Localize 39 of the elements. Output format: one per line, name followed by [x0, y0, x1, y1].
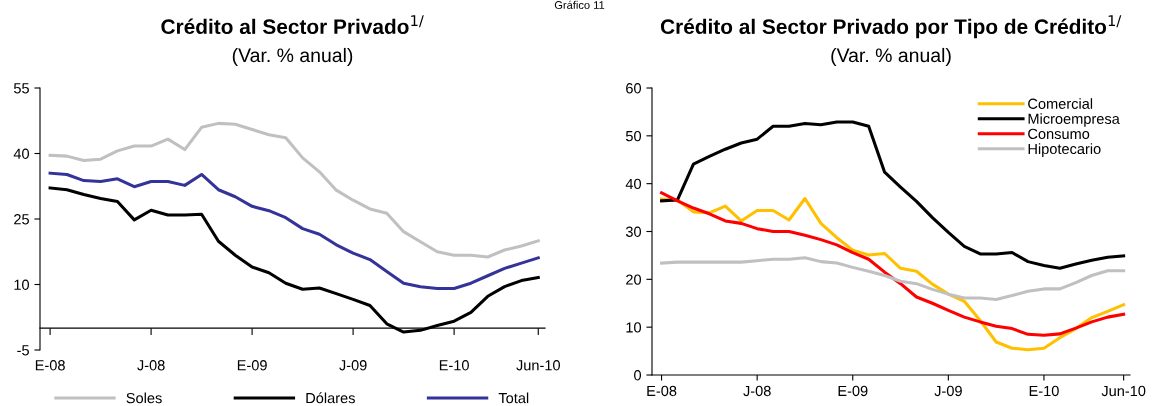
x-tick-label: E-09 — [237, 360, 267, 371]
y-tick-label: 40 — [625, 178, 642, 190]
legend-label: Comercial — [1028, 98, 1093, 109]
x-tick-label: E-10 — [439, 360, 469, 371]
x-tick-label: E-08 — [647, 385, 677, 397]
y-tick-label: 40 — [13, 148, 30, 159]
y-tick-label: 10 — [14, 279, 30, 290]
chart-subtitle: (Var. % anual) — [232, 47, 353, 67]
y-tick-label: 25 — [14, 214, 29, 225]
chart-title: Crédito al Sector Privado$^{1/}$ — [161, 15, 424, 35]
y-tick-label: 0 — [634, 370, 642, 381]
x-tick-label: J-08 — [743, 385, 771, 397]
y-tick-label: 20 — [626, 274, 642, 285]
text: Gráfico 11 — [554, 0, 605, 9]
x-tick-label: Jun-10 — [516, 360, 560, 371]
legend-label: Consumo — [1028, 128, 1090, 140]
x-tick-label: E-10 — [1029, 385, 1059, 397]
x-tick-label: E-09 — [838, 385, 868, 397]
line-series — [48, 171, 540, 290]
line-series — [48, 121, 540, 259]
legend-label: Hipotecario — [1028, 143, 1101, 157]
x-tick-label: J-08 — [137, 360, 165, 371]
y-tick-label: 30 — [625, 226, 642, 237]
legend-label: Microempresa — [1028, 113, 1120, 127]
y-tick-label: 55 — [13, 83, 29, 94]
y-tick-label: -5 — [17, 345, 29, 356]
legend-label: Dólares — [306, 392, 355, 404]
x-tick-label: Jun-10 — [1101, 385, 1146, 397]
legend-label: Soles — [126, 392, 162, 404]
legend-label: Total — [498, 392, 529, 404]
x-tick-label: E-08 — [35, 360, 65, 371]
chart-subtitle: (Var. % anual) — [831, 47, 951, 67]
y-tick-label: 50 — [625, 130, 642, 142]
x-tick-label: J-09 — [934, 385, 962, 397]
y-tick-label: 10 — [626, 322, 642, 333]
y-tick-label: 60 — [626, 83, 642, 94]
x-tick-label: J-09 — [339, 360, 367, 371]
line-series — [660, 256, 1126, 301]
chart-title: Crédito al Sector Privado por Tipo de Crédito$^{1/}$ — [660, 15, 1122, 39]
